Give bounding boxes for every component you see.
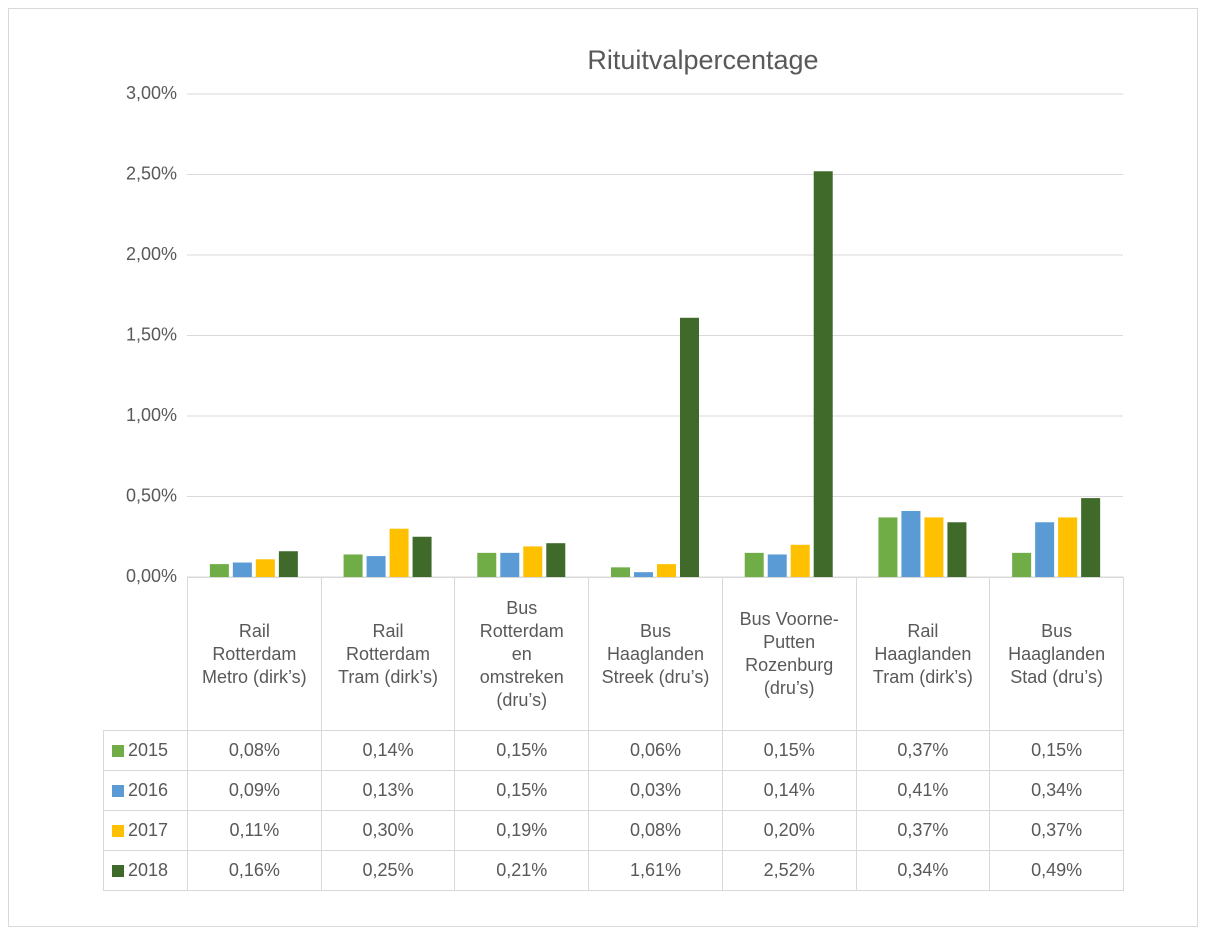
legend-swatch <box>112 744 124 757</box>
legend-cell: 2018 <box>103 850 188 891</box>
category-cell: Rail Haaglanden Tram (dirk’s) <box>855 577 991 731</box>
table-value: 0,41% <box>855 770 991 811</box>
legend-swatch <box>112 784 124 797</box>
bar <box>924 517 944 577</box>
legend-swatch <box>112 864 124 877</box>
table-value: 0,06% <box>588 730 723 771</box>
table-value: 0,34% <box>855 850 991 891</box>
category-cell: Bus Haaglanden Stad (dru’s) <box>989 577 1124 731</box>
legend-swatch <box>112 824 124 837</box>
x-tick-label: Bus Rotterdam en omstreken (dru’s) <box>479 597 564 710</box>
category-cell: Bus Haaglanden Streek (dru’s) <box>588 577 723 731</box>
bar <box>209 564 229 577</box>
bar <box>947 522 967 577</box>
bar <box>389 528 409 577</box>
table-value: 0,25% <box>320 850 456 891</box>
table-value: 0,08% <box>187 730 322 771</box>
y-tick-label: 2,00% <box>126 244 177 264</box>
table-value: 0,15% <box>989 730 1124 771</box>
y-tick-label: 1,50% <box>126 324 177 344</box>
table-value: 0,37% <box>989 810 1124 851</box>
bar <box>790 544 810 577</box>
bar <box>343 554 363 577</box>
legend-label: 2017 <box>128 820 169 840</box>
x-tick-label: Rail Haaglanden Tram (dirk’s) <box>872 620 973 687</box>
table-value: 0,16% <box>187 850 322 891</box>
x-tick-label: Bus Haaglanden Stad (dru’s) <box>1008 620 1106 687</box>
bar <box>878 517 898 577</box>
x-tick-label: Bus Voorne-Putten Rozenburg (dru’s) <box>739 609 839 698</box>
legend-label: 2015 <box>128 740 169 760</box>
table-value: 0,14% <box>721 770 857 811</box>
bar <box>412 536 432 577</box>
bar <box>1035 522 1055 577</box>
table-value: 0,15% <box>721 730 857 771</box>
bar <box>634 572 653 577</box>
legend-cell: 2016 <box>103 770 188 811</box>
table-value: 1,61% <box>588 850 723 891</box>
bar <box>1081 498 1101 577</box>
chart-border <box>8 8 1198 927</box>
table-value: 0,30% <box>320 810 456 851</box>
x-tick-label: Rail Rotterdam Metro (dirk’s) <box>202 620 307 687</box>
table-value: 0,15% <box>454 770 590 811</box>
table-value: 0,20% <box>721 810 857 851</box>
x-tick-label: Rail Rotterdam Tram (dirk’s) <box>338 620 439 687</box>
bar <box>278 551 298 577</box>
chart-title: Rituitvalpercentage <box>587 45 818 75</box>
table-value: 0,34% <box>989 770 1124 811</box>
category-cell: Rail Rotterdam Tram (dirk’s) <box>320 577 456 731</box>
category-cell: Rail Rotterdam Metro (dirk’s) <box>187 577 322 731</box>
y-tick-label: 1,00% <box>126 405 177 425</box>
legend-label: 2016 <box>128 780 169 800</box>
bar <box>744 552 764 577</box>
y-tick-label: 0,50% <box>126 485 177 505</box>
bar <box>1058 517 1078 577</box>
x-tick-label: Bus Haaglanden Streek (dru’s) <box>601 620 710 687</box>
table-value: 0,37% <box>855 810 991 851</box>
table-value: 0,13% <box>320 770 456 811</box>
table-value: 0,21% <box>454 850 590 891</box>
bar <box>366 556 386 577</box>
bar <box>901 510 921 577</box>
y-tick-label: 0,00% <box>126 566 177 586</box>
legend-cell: 2015 <box>103 730 188 771</box>
bar <box>523 546 543 577</box>
bar <box>657 564 676 577</box>
table-value: 2,52% <box>721 850 857 891</box>
bar <box>767 554 787 577</box>
bar <box>546 543 566 577</box>
table-value: 0,15% <box>454 730 590 771</box>
bar <box>813 171 833 577</box>
y-tick-label: 2,50% <box>126 163 177 183</box>
legend-label: 2018 <box>128 860 169 880</box>
table-value: 0,49% <box>989 850 1124 891</box>
category-cell: Bus Voorne-Putten Rozenburg (dru’s) <box>721 577 857 731</box>
bar <box>477 552 497 577</box>
table-value: 0,08% <box>588 810 723 851</box>
bar <box>1012 552 1032 577</box>
bar <box>500 552 520 577</box>
bar <box>232 562 252 577</box>
table-value: 0,19% <box>454 810 590 851</box>
category-cell: Bus Rotterdam en omstreken (dru’s) <box>454 577 590 731</box>
table-value: 0,09% <box>187 770 322 811</box>
bar <box>611 567 630 577</box>
y-tick-label: 3,00% <box>126 83 177 103</box>
table-value: 0,37% <box>855 730 991 771</box>
bar <box>680 317 699 577</box>
table-value: 0,14% <box>320 730 456 771</box>
legend-cell: 2017 <box>103 810 188 851</box>
table-value: 0,03% <box>588 770 723 811</box>
table-value: 0,11% <box>187 810 322 851</box>
bar <box>255 559 275 577</box>
